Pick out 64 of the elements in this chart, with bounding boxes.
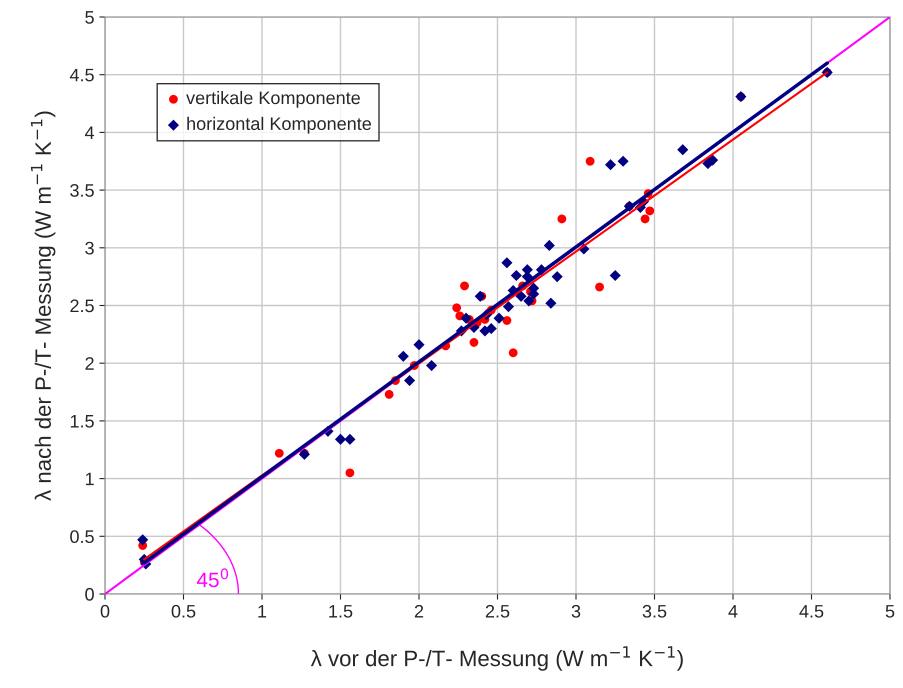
y-tick-label: 5 [85, 11, 94, 24]
y-axis-title: λ nach der P-/T- Messung (W m$^{−1}$ K$^{−1}$) [30, 112, 56, 501]
point [557, 214, 566, 224]
x-tick-label: 3 [572, 604, 580, 618]
point [404, 374, 416, 386]
point [610, 270, 621, 282]
x-tick-label: 3.5 [642, 604, 666, 618]
y-tick-label: 4 [84, 126, 94, 139]
point [398, 350, 409, 362]
y-tick-label: 0.5 [70, 530, 94, 544]
point [426, 360, 438, 372]
point [413, 339, 425, 350]
y-tick-label: 1.5 [70, 415, 94, 428]
x-tick-label: 0.5 [172, 604, 196, 618]
point [515, 290, 527, 302]
y-tick-label: 1 [86, 472, 94, 486]
point [334, 434, 346, 445]
x-tick-label: 1.5 [329, 605, 352, 618]
point [618, 156, 629, 167]
point [346, 468, 354, 478]
point [502, 316, 512, 325]
legend-label: vertikale Komponente [186, 90, 360, 108]
point [707, 154, 718, 166]
y-tick-label: 2 [85, 357, 94, 370]
point [645, 206, 654, 216]
point [384, 390, 394, 399]
point [137, 534, 148, 546]
point [523, 295, 534, 306]
annotation: 45$^{0}$ [196, 568, 228, 588]
point [344, 434, 356, 445]
point [501, 257, 512, 268]
point [474, 290, 486, 302]
point [494, 312, 505, 324]
x-tick-label: 0 [100, 604, 110, 618]
y-tick-label: 2.5 [70, 299, 94, 312]
point [544, 240, 555, 252]
point [595, 282, 604, 292]
x-tick-label: 1 [258, 605, 266, 618]
point [486, 323, 497, 334]
y-tick-label: 0 [85, 588, 94, 601]
point [586, 156, 595, 166]
point [508, 348, 518, 358]
y-tick-label: 3 [85, 242, 94, 255]
x-tick-label: 2 [414, 604, 424, 618]
point [502, 301, 514, 312]
y-tick-label: 3.5 [70, 184, 94, 197]
point [545, 298, 556, 309]
point [470, 338, 478, 347]
point [604, 159, 616, 170]
x-axis-title: λ vor der P-/T- Messung (W m$^{−1}$ K$^{−1}$) [310, 646, 683, 671]
point [677, 144, 688, 156]
point [640, 214, 650, 224]
point [460, 312, 472, 324]
point [460, 281, 469, 290]
x-tick-label: 4 [728, 605, 738, 618]
y-tick-label: 4.5 [70, 68, 94, 82]
point [274, 448, 284, 458]
x-tick-label: 2.5 [486, 604, 510, 618]
point [552, 271, 563, 282]
point [452, 303, 462, 312]
point [510, 270, 522, 282]
x-tick-label: 4.5 [799, 605, 824, 618]
x-tick-label: 5 [886, 605, 894, 618]
legend-label: horizontal Komponente [187, 116, 371, 134]
